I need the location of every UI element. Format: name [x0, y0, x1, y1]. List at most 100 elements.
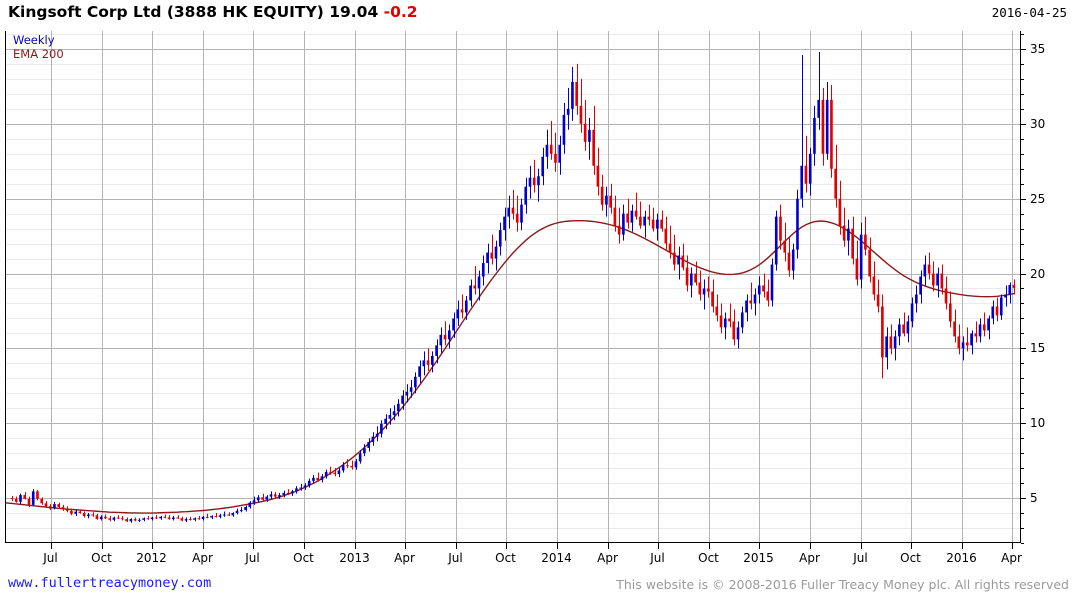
y-tick-minor — [1021, 94, 1024, 95]
x-tick — [101, 543, 103, 549]
y-tick-minor — [1021, 169, 1024, 170]
x-tick — [505, 543, 507, 549]
y-axis-label: 35 — [1030, 41, 1046, 56]
x-axis-label: Oct — [495, 551, 516, 565]
chart-legend: Weekly EMA 200 — [13, 33, 64, 61]
gridlines — [6, 31, 1020, 542]
y-tick-minor — [1021, 483, 1024, 484]
x-axis-label: Oct — [900, 551, 921, 565]
y-tick-major — [1021, 423, 1026, 424]
x-axis-label: Jul — [650, 551, 665, 565]
y-axis-label: 15 — [1030, 341, 1046, 356]
x-tick — [455, 543, 457, 549]
x-tick — [809, 543, 811, 549]
ema-200-line — [6, 219, 1015, 514]
x-tick — [758, 543, 760, 549]
x-tick — [910, 543, 912, 549]
y-tick-minor — [1021, 543, 1024, 544]
y-tick-minor — [1021, 229, 1024, 230]
y-tick-minor — [1021, 438, 1024, 439]
copyright-notice: This website is © 2008-2016 Fuller Treac… — [616, 577, 1069, 592]
y-tick-minor — [1021, 393, 1024, 394]
x-tick — [657, 543, 659, 549]
y-tick-minor — [1021, 453, 1024, 454]
instrument-name: Kingsoft Corp Ltd (3888 HK EQUITY) — [8, 3, 324, 21]
x-tick — [252, 543, 254, 549]
y-tick-minor — [1021, 244, 1024, 245]
site-url[interactable]: www.fullertreacymoney.com — [8, 575, 212, 591]
x-axis-label: Oct — [91, 551, 112, 565]
y-tick-major — [1021, 274, 1026, 275]
y-tick-major — [1021, 124, 1026, 125]
x-axis-label: Jul — [245, 551, 260, 565]
x-tick — [860, 543, 862, 549]
x-axis-label: Jul — [853, 551, 868, 565]
x-tick — [961, 543, 963, 549]
y-tick-minor — [1021, 333, 1024, 334]
x-axis-label: Oct — [698, 551, 719, 565]
y-tick-minor — [1021, 259, 1024, 260]
x-axis-label: 2016 — [946, 551, 977, 565]
candlestick-series — [10, 51, 1016, 523]
x-axis-label: Apr — [799, 551, 820, 565]
y-tick-major — [1021, 49, 1026, 50]
x-axis-label: Apr — [394, 551, 415, 565]
legend-ema-200: EMA 200 — [13, 47, 64, 62]
x-tick — [607, 543, 609, 549]
y-axis-label: 30 — [1030, 116, 1046, 131]
y-tick-minor — [1021, 64, 1024, 65]
y-tick-minor — [1021, 528, 1024, 529]
y-axis-label: 5 — [1030, 491, 1038, 506]
chart-header: Kingsoft Corp Ltd (3888 HK EQUITY) 19.04… — [0, 0, 1075, 26]
y-tick-minor — [1021, 318, 1024, 319]
y-tick-minor — [1021, 363, 1024, 364]
y-axis-label: 25 — [1030, 191, 1046, 206]
x-axis-label: 2015 — [743, 551, 774, 565]
x-tick — [151, 543, 153, 549]
legend-weekly: Weekly — [13, 33, 55, 47]
plot-area: Weekly EMA 200 — [5, 31, 1020, 543]
y-tick-minor — [1021, 378, 1024, 379]
x-axis-label: Jul — [43, 551, 58, 565]
x-tick — [50, 543, 52, 549]
y-tick-minor — [1021, 214, 1024, 215]
y-tick-minor — [1021, 79, 1024, 80]
y-tick-minor — [1021, 184, 1024, 185]
y-tick-minor — [1021, 468, 1024, 469]
x-axis-label: Apr — [1001, 551, 1022, 565]
y-tick-minor — [1021, 303, 1024, 304]
x-tick — [303, 543, 305, 549]
x-axis-label: 2013 — [339, 551, 370, 565]
y-tick-major — [1021, 348, 1026, 349]
y-axis: 5 10 15 20 25 30 35 — [1020, 31, 1075, 544]
x-axis-label: Jul — [448, 551, 463, 565]
price-change: -0.2 — [383, 3, 418, 21]
x-axis-label: Apr — [192, 551, 213, 565]
x-tick — [1011, 543, 1013, 549]
y-tick-major — [1021, 498, 1026, 499]
y-tick-minor — [1021, 139, 1024, 140]
x-tick — [708, 543, 710, 549]
x-axis-label: 2014 — [541, 551, 572, 565]
x-axis-label: 2012 — [136, 551, 167, 565]
x-tick — [354, 543, 356, 549]
x-tick — [556, 543, 558, 549]
x-axis-label: Apr — [597, 551, 618, 565]
page-title: Kingsoft Corp Ltd (3888 HK EQUITY) 19.04… — [8, 3, 418, 21]
chart-footer: www.fullertreacymoney.com This website i… — [0, 572, 1075, 600]
y-tick-minor — [1021, 34, 1024, 35]
y-axis-label: 20 — [1030, 266, 1046, 281]
x-tick — [404, 543, 406, 549]
y-tick-minor — [1021, 408, 1024, 409]
plot-inner — [6, 31, 1020, 542]
y-tick-minor — [1021, 109, 1024, 110]
x-tick — [202, 543, 204, 549]
y-axis-label: 10 — [1030, 416, 1046, 431]
y-tick-minor — [1021, 513, 1024, 514]
last-price: 19.04 — [329, 3, 379, 21]
y-tick-major — [1021, 199, 1026, 200]
y-tick-minor — [1021, 288, 1024, 289]
x-axis: Jul Oct 2012 Apr Jul Oct 2013 Apr Jul Oct 2014 Apr J… — [5, 543, 1075, 573]
y-tick-minor — [1021, 154, 1024, 155]
